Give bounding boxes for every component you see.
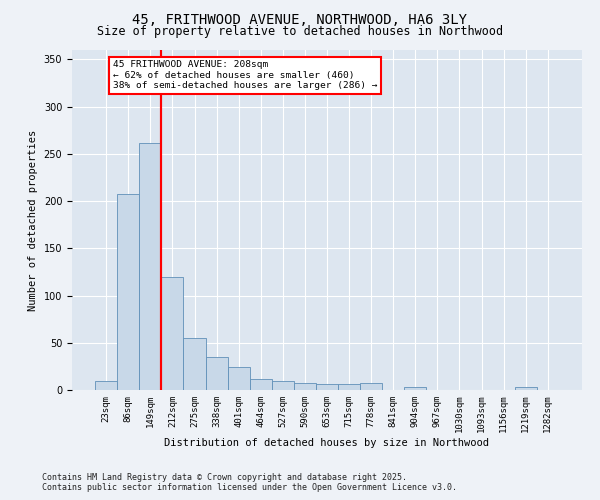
Bar — [338, 384, 360, 390]
Text: 45, FRITHWOOD AVENUE, NORTHWOOD, HA6 3LY: 45, FRITHWOOD AVENUE, NORTHWOOD, HA6 3LY — [133, 12, 467, 26]
X-axis label: Distribution of detached houses by size in Northwood: Distribution of detached houses by size … — [164, 438, 490, 448]
Bar — [360, 384, 382, 390]
Bar — [316, 384, 338, 390]
Bar — [272, 380, 294, 390]
Bar — [184, 338, 206, 390]
Bar — [95, 380, 117, 390]
Bar — [250, 378, 272, 390]
Bar — [161, 276, 184, 390]
Text: 45 FRITHWOOD AVENUE: 208sqm
← 62% of detached houses are smaller (460)
38% of se: 45 FRITHWOOD AVENUE: 208sqm ← 62% of det… — [113, 60, 377, 90]
Bar — [294, 384, 316, 390]
Text: Contains HM Land Registry data © Crown copyright and database right 2025.
Contai: Contains HM Land Registry data © Crown c… — [42, 473, 457, 492]
Bar — [117, 194, 139, 390]
Bar — [139, 142, 161, 390]
Bar — [404, 387, 427, 390]
Bar — [206, 357, 227, 390]
Bar — [515, 387, 537, 390]
Bar — [227, 368, 250, 390]
Text: Size of property relative to detached houses in Northwood: Size of property relative to detached ho… — [97, 25, 503, 38]
Y-axis label: Number of detached properties: Number of detached properties — [28, 130, 38, 310]
